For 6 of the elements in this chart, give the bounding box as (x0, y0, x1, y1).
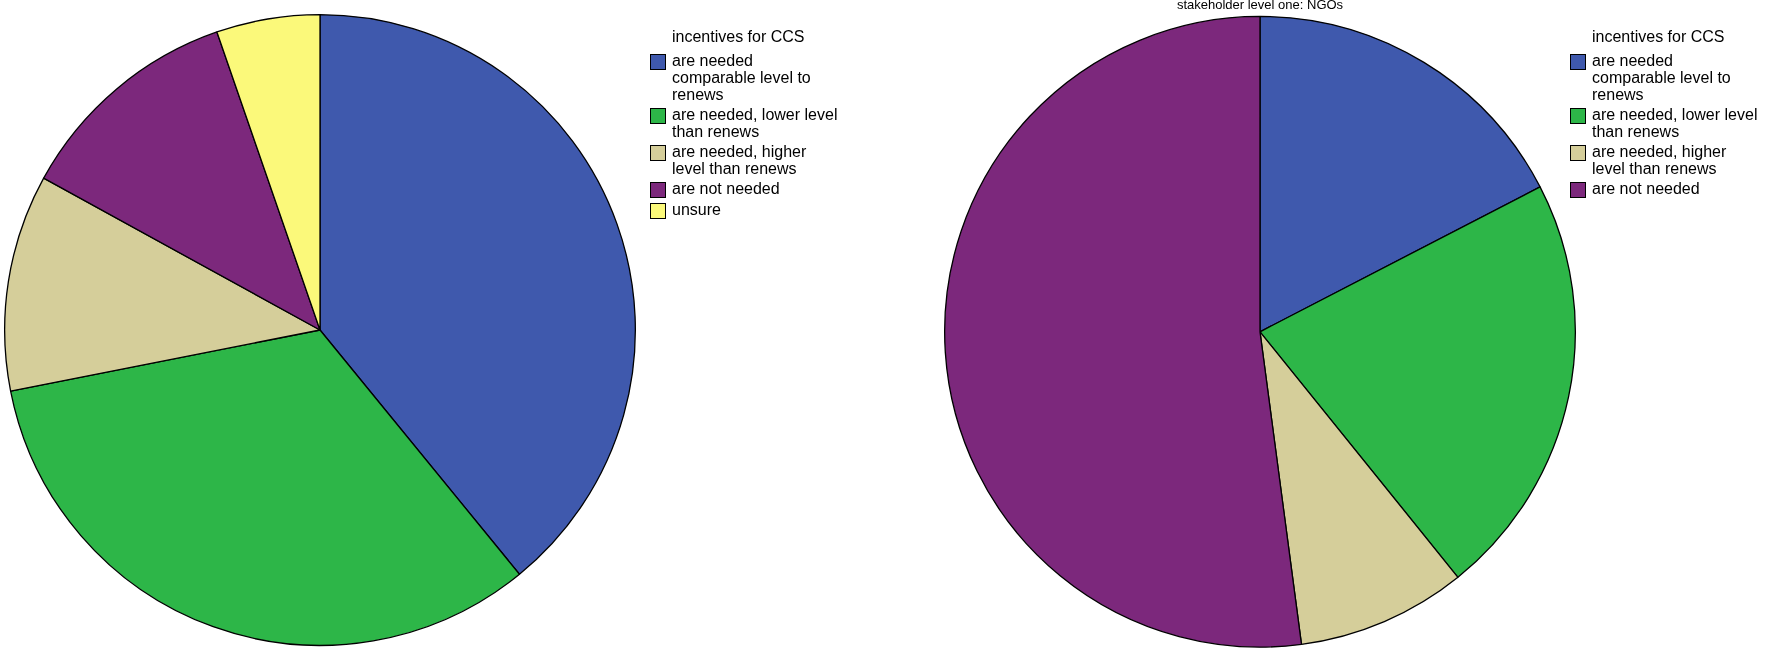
legend-title: incentives for CCS (1592, 28, 1726, 46)
legend-label: unsure (672, 201, 721, 218)
legend-label: are not needed (672, 180, 780, 197)
chart-title: stakeholder level one: NGOs (1176, 0, 1344, 13)
legend-label: are not needed (1592, 180, 1700, 197)
legend-title: incentives for CCS (672, 28, 806, 46)
